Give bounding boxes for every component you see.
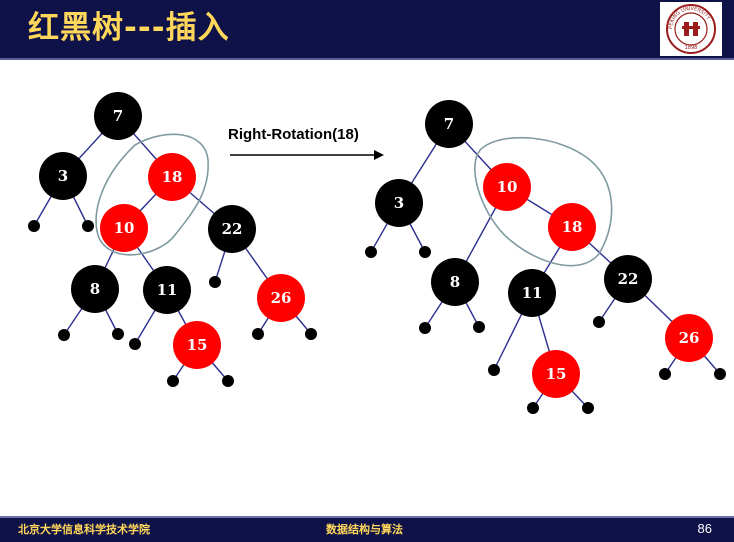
svg-text:18: 18 (562, 218, 583, 236)
after-node-11: 11 (508, 269, 556, 317)
slide-footer: 北京大学信息科学技术学院 数据结构与算法 86 (0, 516, 734, 542)
before-node-3: 3 (39, 152, 87, 200)
slide-title: 红黑树---插入 (28, 10, 230, 46)
before-node-26: 26 (257, 274, 305, 322)
footer-school: 北京大学信息科学技术学院 (18, 523, 150, 536)
svg-text:3: 3 (394, 194, 404, 212)
svg-text:8: 8 (450, 273, 460, 291)
logo-year: 1898 (685, 45, 698, 51)
svg-text:7: 7 (444, 115, 454, 133)
pku-logo: PEKING UNIVERSITY 1898 (660, 2, 722, 56)
before-nil-leaves (28, 220, 317, 387)
after-highlight-loop (474, 136, 613, 267)
after-tree-nodes: 7 3 10 18 8 11 22 26 (375, 100, 713, 398)
svg-text:22: 22 (618, 270, 639, 288)
page-number: 86 (697, 521, 712, 536)
svg-text:15: 15 (546, 365, 567, 383)
after-nil-leaves (365, 246, 726, 414)
after-node-15: 15 (532, 350, 580, 398)
svg-text:11: 11 (522, 284, 543, 302)
before-node-7: 7 (94, 92, 142, 140)
svg-text:7: 7 (113, 107, 123, 125)
svg-text:10: 10 (114, 219, 135, 237)
svg-text:26: 26 (271, 289, 292, 307)
before-tree-nodes: 7 3 18 10 22 8 11 26 (39, 92, 305, 369)
svg-text:26: 26 (679, 329, 700, 347)
after-node-26: 26 (665, 314, 713, 362)
before-node-18: 18 (148, 153, 196, 201)
before-node-15: 15 (173, 321, 221, 369)
after-node-8: 8 (431, 258, 479, 306)
before-node-11: 11 (143, 266, 191, 314)
before-node-10: 10 (100, 204, 148, 252)
svg-text:22: 22 (222, 220, 243, 238)
svg-text:11: 11 (157, 281, 178, 299)
before-highlight-loop (95, 133, 209, 256)
svg-text:3: 3 (58, 167, 68, 185)
footer-course: 数据结构与算法 (326, 523, 403, 536)
after-node-10: 10 (483, 163, 531, 211)
before-node-22: 22 (208, 205, 256, 253)
rb-tree-diagram: 7 3 18 10 22 8 11 26 (28, 92, 726, 414)
svg-text:18: 18 (162, 168, 183, 186)
after-node-18: 18 (548, 203, 596, 251)
rotation-label: Right-Rotation(18) (228, 126, 359, 143)
svg-text:15: 15 (187, 336, 208, 354)
before-node-8: 8 (71, 265, 119, 313)
svg-text:10: 10 (497, 178, 518, 196)
after-node-3: 3 (375, 179, 423, 227)
after-node-7: 7 (425, 100, 473, 148)
after-node-22: 22 (604, 255, 652, 303)
svg-text:8: 8 (90, 280, 100, 298)
slide-header: 红黑树---插入 PEKING UNIVERSITY 1898 (0, 0, 734, 60)
rotation-arrow (230, 150, 384, 160)
